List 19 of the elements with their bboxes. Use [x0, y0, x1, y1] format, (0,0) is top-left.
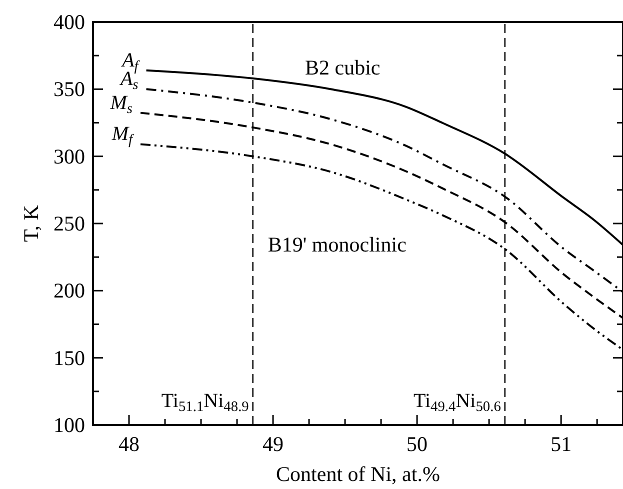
- x-tick-label: 49: [262, 432, 284, 456]
- y-tick-label: 100: [54, 413, 85, 437]
- y-tick-label: 250: [54, 212, 85, 236]
- ref-line-label: Ti$_{51.1}$Ni$_{48.9}$: [161, 390, 249, 416]
- y-tick-label: 150: [54, 346, 85, 370]
- y-tick-label: 350: [54, 77, 85, 102]
- y-tick-label: 400: [54, 10, 85, 34]
- ref-line-label: Ti$_{49.4}$Ni$_{50.6}$: [413, 390, 501, 416]
- x-tick-label: 50: [406, 432, 428, 456]
- x-axis-title: Content of Ni, at.%: [276, 462, 440, 486]
- y-tick-label: 300: [54, 144, 85, 168]
- y-axis-title: T, K: [19, 205, 43, 242]
- x-tick-label: 51: [550, 432, 572, 456]
- series-label: M$_{s}$: [109, 92, 133, 117]
- y-tick-label: 200: [54, 278, 85, 303]
- annotation: B2 cubic: [305, 55, 380, 80]
- annotation: B19' monoclinic: [268, 232, 406, 257]
- x-tick-label: 48: [118, 432, 140, 456]
- series-label: M$_{f}$: [110, 123, 135, 148]
